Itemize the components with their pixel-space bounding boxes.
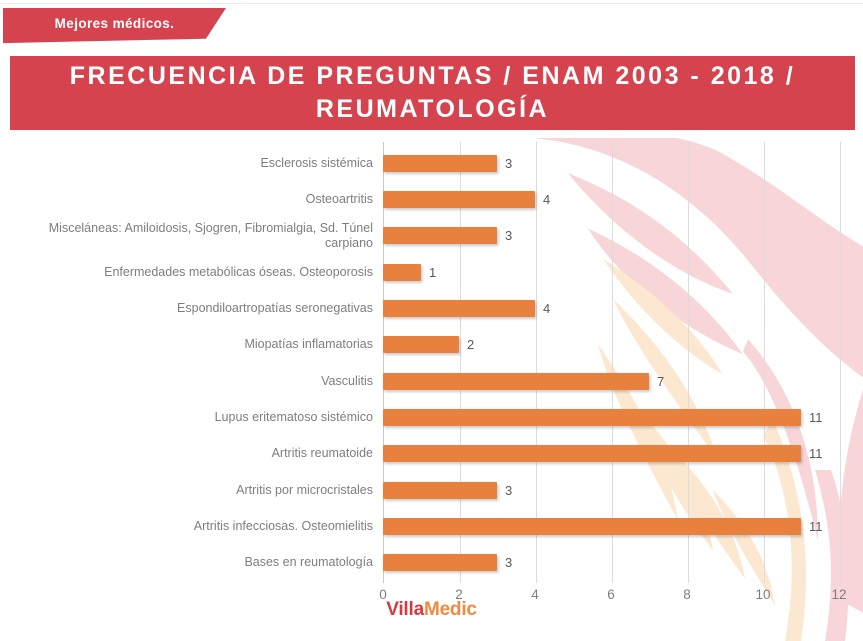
x-tick-label: 0 <box>379 587 387 602</box>
chart-row: Bases en reumatología 3 <box>0 545 839 581</box>
x-tick-label: 8 <box>683 587 691 602</box>
bar-zone: 11 <box>383 436 839 472</box>
logo-part-villa: Villa <box>386 599 424 620</box>
x-tick-label: 6 <box>607 587 615 602</box>
chart-row: Artritis infecciosas. Osteomielitis 11 <box>0 508 839 544</box>
x-tick-label: 2 <box>455 587 463 602</box>
bar <box>383 372 649 390</box>
category-label: Artritis infecciosas. Osteomielitis <box>193 518 373 533</box>
bar-zone: 3 <box>383 145 839 181</box>
category-label: Artritis por microcristales <box>236 482 373 497</box>
gridline <box>764 142 765 583</box>
bar <box>383 481 497 499</box>
bar-chart: Esclerosis sistémica 3 Osteoartritis 4 Misce… <box>0 145 839 581</box>
value-label: 11 <box>809 446 823 462</box>
x-tick-label: 12 <box>831 587 847 602</box>
bar-zone: 4 <box>383 181 839 217</box>
category-label: Artritis reumatoide <box>271 446 373 461</box>
value-label: 3 <box>505 155 513 171</box>
value-label: 3 <box>505 555 513 571</box>
gridline <box>535 142 537 583</box>
category-label: Miopatías inflamatorias <box>244 337 373 352</box>
bar <box>383 517 801 535</box>
chart-row: Lupus eritematoso sistémico 11 <box>0 399 839 435</box>
category-label: Bases en reumatología <box>244 555 373 570</box>
category-label: Esclerosis sistémica <box>260 155 373 170</box>
category-label: Espondiloartropatías seronegativas <box>177 300 373 315</box>
x-tick-label: 4 <box>531 587 539 602</box>
plot-gridlines <box>383 142 841 583</box>
gridline <box>459 142 461 583</box>
bar-zone: 7 <box>383 363 839 399</box>
gridline <box>687 142 689 583</box>
value-label: 3 <box>505 228 513 244</box>
gridline <box>612 142 613 583</box>
chart-row: Miopatías inflamatorias 2 <box>0 327 839 363</box>
brand-ribbon: Mejores médicos. <box>3 8 226 44</box>
bar <box>383 263 421 281</box>
value-label: 11 <box>809 518 823 534</box>
value-label: 4 <box>542 191 551 207</box>
category-label: Enfermedades metabólicas óseas. Osteopor… <box>104 264 373 279</box>
value-label: 7 <box>657 373 665 389</box>
category-label: Osteoartritis <box>305 191 373 206</box>
bar <box>383 408 801 426</box>
chart-row: Osteoartritis 4 <box>0 181 839 217</box>
chart-row: Misceláneas: Amiloidosis, Sjogren, Fibro… <box>0 218 839 254</box>
chart-row: Espondiloartropatías seronegativas 4 <box>0 290 839 326</box>
chart-row: Esclerosis sistémica 3 <box>0 145 839 181</box>
bar-zone: 4 <box>383 290 839 326</box>
bar <box>383 445 801 463</box>
bar <box>383 299 535 317</box>
bar-zone: 3 <box>383 218 839 254</box>
villamedic-logo: VillaMedic <box>0 599 863 621</box>
chart-row: Artritis reumatoide 11 <box>0 436 839 472</box>
x-tick-label: 10 <box>755 587 771 602</box>
bar <box>383 227 497 245</box>
phoenix-watermark-icon <box>533 138 863 641</box>
bar-zone: 11 <box>383 508 839 544</box>
bar <box>383 336 459 354</box>
chart-row: Enfermedades metabólicas óseas. Osteopor… <box>0 254 839 290</box>
top-divider <box>0 3 863 4</box>
bar-zone: 3 <box>383 472 839 508</box>
bar-zone: 11 <box>383 399 839 435</box>
category-label: Lupus eritematoso sistémico <box>214 409 373 424</box>
title-line-1: FRECUENCIA DE PREGUNTAS / ENAM 2003 - 20… <box>69 62 796 90</box>
bar-zone: 2 <box>383 327 839 363</box>
bar <box>383 190 535 208</box>
category-label: Vasculitis <box>321 373 373 388</box>
value-label: 4 <box>542 300 551 316</box>
bar-zone: 3 <box>383 545 839 581</box>
bar-zone: 1 <box>383 254 839 290</box>
value-label: 2 <box>466 337 475 353</box>
value-label: 11 <box>809 409 823 425</box>
chart-row: Vasculitis 7 <box>0 363 839 399</box>
bar <box>383 154 497 172</box>
value-label: 1 <box>428 264 437 280</box>
category-label: Misceláneas: Amiloidosis, Sjogren, Fibro… <box>48 220 373 250</box>
x-axis: 0 2 4 6 8 10 12 <box>379 587 846 603</box>
value-label: 3 <box>505 482 513 498</box>
gridline <box>840 142 841 583</box>
title-line-2: REUMATOLOGÍA <box>315 95 550 123</box>
ribbon-label: Mejores médicos. <box>54 16 175 31</box>
chart-row: Artritis por microcristales 3 <box>0 472 839 508</box>
bar <box>383 554 497 572</box>
logo-part-medic: Medic <box>423 599 477 620</box>
page-title: FRECUENCIA DE PREGUNTAS / ENAM 2003 - 20… <box>10 56 855 130</box>
